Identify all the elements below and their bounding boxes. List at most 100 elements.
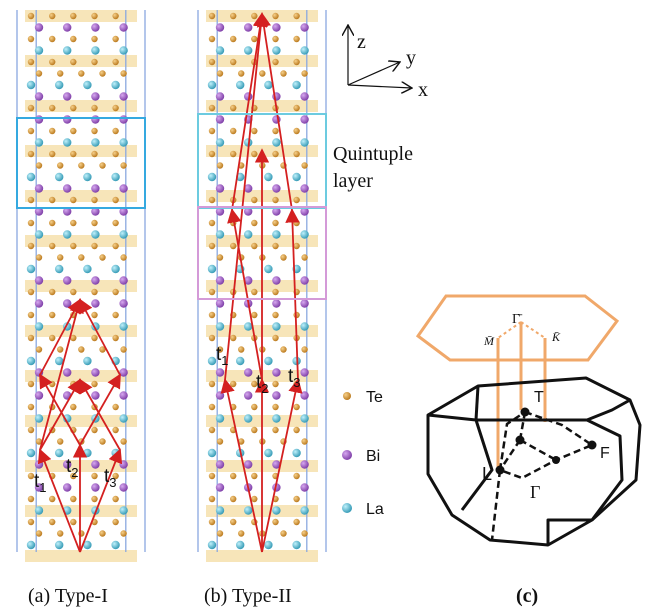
- te-atom: [251, 12, 258, 20]
- bi-atom: [62, 460, 72, 469]
- bi-atom: [34, 184, 44, 193]
- lattice-vector: [79, 373, 121, 446]
- te-atom: [78, 530, 85, 537]
- layer-band: [206, 100, 318, 112]
- la-atom: [244, 414, 253, 423]
- la-atom: [119, 230, 128, 239]
- te-atom: [70, 104, 77, 112]
- te-atom: [27, 150, 35, 158]
- te-atom: [27, 472, 35, 480]
- bi-atom: [300, 299, 309, 308]
- lattice-vector: [224, 12, 268, 381]
- la-atom: [55, 356, 64, 366]
- te-atom: [91, 104, 98, 112]
- bi-atom: [34, 460, 44, 469]
- te-atom: [230, 518, 237, 526]
- te-atom: [230, 472, 237, 480]
- te-atom: [272, 288, 279, 296]
- te-atom: [99, 530, 106, 537]
- te-atom: [49, 196, 56, 204]
- te-atom: [78, 70, 85, 77]
- bi-atom: [91, 299, 100, 308]
- te-atom: [70, 196, 77, 204]
- te-atom: [70, 242, 77, 250]
- te-atom: [230, 495, 237, 503]
- la-atom: [26, 264, 36, 274]
- bi-atom: [244, 391, 253, 400]
- bi-atom: [91, 483, 100, 492]
- t3-label-b: t3: [288, 366, 301, 390]
- la-atom: [26, 356, 36, 366]
- legend-la-label: La: [366, 501, 384, 518]
- bi-atom: [272, 276, 281, 285]
- te-atom: [216, 162, 224, 169]
- te-atom: [27, 426, 35, 434]
- bi-atom: [62, 299, 72, 308]
- bi-atom: [34, 115, 44, 124]
- te-atom: [293, 196, 300, 204]
- z-axis-label: z: [357, 31, 366, 53]
- te-atom: [293, 150, 300, 158]
- bi-atom: [244, 207, 253, 216]
- bi-atom: [244, 460, 253, 469]
- te-atom: [27, 127, 35, 135]
- bi-atom: [215, 115, 225, 124]
- bi-atom: [62, 184, 72, 193]
- te-atom: [120, 254, 127, 261]
- te-atom: [251, 150, 258, 158]
- te-atom: [35, 70, 43, 77]
- bi-atom: [244, 368, 253, 377]
- la-atom: [292, 172, 301, 182]
- bi-atom: [91, 460, 100, 469]
- la-atom: [34, 138, 44, 147]
- la-atom: [244, 230, 253, 239]
- te-atom: [251, 472, 258, 480]
- la-atom: [272, 506, 281, 515]
- la-atom: [26, 172, 36, 182]
- t1-label-b: t1: [216, 344, 229, 368]
- la-atom: [207, 448, 217, 458]
- crystal-type-i: [16, 10, 146, 562]
- bi-atom: [91, 92, 100, 101]
- la-atom: [83, 540, 92, 550]
- bi-atom: [300, 483, 309, 492]
- te-atom: [49, 104, 56, 112]
- te-atom: [112, 472, 119, 480]
- te-atom: [27, 242, 35, 250]
- lattice-vector: [39, 373, 81, 446]
- annotation-line1: Quintuple: [333, 143, 413, 165]
- te-atom: [112, 495, 119, 503]
- la-atom: [55, 264, 64, 274]
- la-atom: [264, 80, 273, 90]
- te-atom: [230, 334, 237, 342]
- caption-c: (c): [516, 585, 538, 607]
- layer-box-type-ii: [197, 206, 327, 300]
- te-atom: [112, 150, 119, 158]
- bi-atom: [215, 299, 225, 308]
- bi-atom: [272, 299, 281, 308]
- te-atom: [238, 530, 245, 537]
- la-atom: [244, 322, 253, 331]
- la-atom: [292, 540, 301, 550]
- te-atom: [70, 472, 77, 480]
- te-atom: [272, 219, 279, 227]
- te-atom: [208, 518, 216, 526]
- la-atom: [111, 172, 120, 182]
- la-atom: [272, 46, 281, 55]
- bi-atom: [119, 207, 128, 216]
- lattice-vector: [261, 378, 303, 553]
- te-atom: [272, 426, 279, 434]
- te-atom: [272, 196, 279, 204]
- la-atom: [207, 540, 217, 550]
- te-atom: [91, 495, 98, 503]
- bi-atom: [215, 483, 225, 492]
- te-atom: [91, 12, 98, 20]
- bi-atom: [34, 483, 44, 492]
- la-atom: [62, 46, 72, 55]
- la-atom: [264, 172, 273, 182]
- te-atom: [301, 438, 308, 445]
- surface-bz-hexagon: [415, 294, 620, 362]
- la-atom: [272, 138, 281, 147]
- la-atom: [244, 46, 253, 55]
- label-gamma: Γ: [530, 482, 540, 502]
